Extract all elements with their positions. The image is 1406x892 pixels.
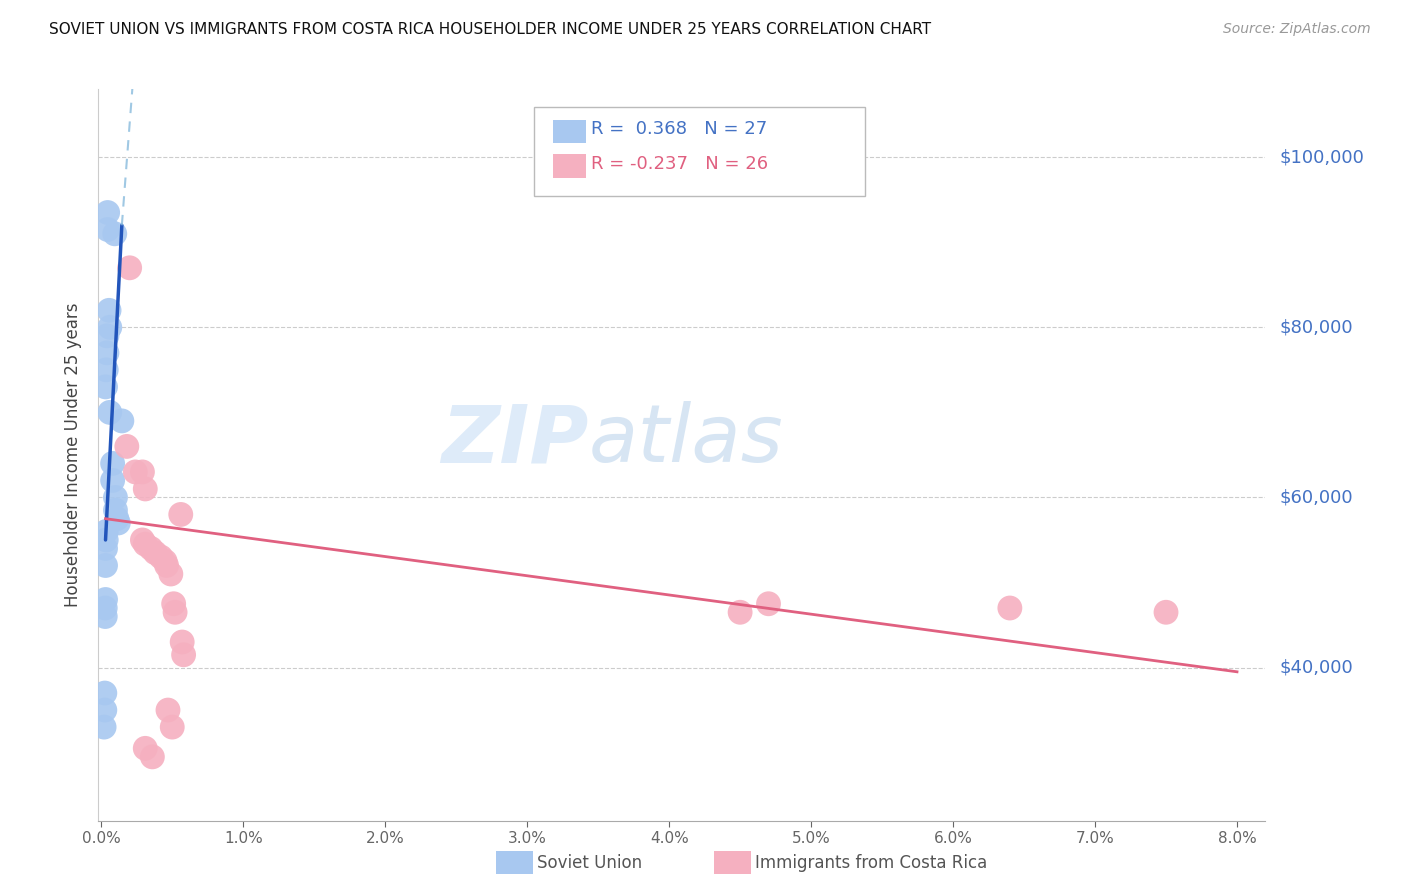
Point — [101, 474, 124, 488]
Point — [162, 720, 184, 734]
Point — [94, 703, 117, 717]
Point — [115, 439, 138, 453]
Point — [134, 537, 156, 551]
Point — [101, 457, 124, 471]
Point — [94, 380, 117, 394]
Y-axis label: Householder Income Under 25 years: Householder Income Under 25 years — [65, 302, 83, 607]
Text: Immigrants from Costa Rica: Immigrants from Costa Rica — [755, 854, 987, 871]
Text: $40,000: $40,000 — [1279, 658, 1353, 676]
Point — [94, 609, 117, 624]
Point — [173, 648, 195, 662]
Point — [96, 329, 118, 343]
Text: $60,000: $60,000 — [1279, 489, 1353, 507]
Point — [111, 414, 134, 428]
Text: ZIP: ZIP — [441, 401, 589, 479]
Point — [131, 465, 153, 479]
Text: Soviet Union: Soviet Union — [537, 854, 643, 871]
Point — [131, 533, 153, 547]
Text: $100,000: $100,000 — [1279, 148, 1364, 166]
Point — [165, 605, 187, 619]
Point — [96, 524, 118, 539]
Point — [96, 346, 118, 360]
Point — [97, 205, 120, 219]
Point — [94, 592, 117, 607]
Point — [159, 566, 181, 581]
Point — [134, 482, 156, 496]
Point — [118, 260, 141, 275]
Text: Source: ZipAtlas.com: Source: ZipAtlas.com — [1223, 22, 1371, 37]
Point — [98, 303, 121, 318]
Point — [139, 541, 162, 556]
Text: R = -0.237   N = 26: R = -0.237 N = 26 — [591, 155, 768, 173]
Point — [93, 720, 115, 734]
Point — [134, 741, 156, 756]
Point — [104, 227, 127, 241]
Point — [170, 508, 193, 522]
Point — [104, 491, 127, 505]
Point — [141, 749, 163, 764]
Point — [105, 512, 128, 526]
Point — [155, 558, 177, 573]
Text: R =  0.368   N = 27: R = 0.368 N = 27 — [591, 120, 766, 138]
Point — [149, 549, 172, 564]
Point — [96, 363, 118, 377]
Point — [98, 405, 121, 419]
Point — [172, 635, 194, 649]
Point — [94, 541, 117, 556]
Point — [163, 597, 186, 611]
Point — [107, 516, 129, 530]
Text: SOVIET UNION VS IMMIGRANTS FROM COSTA RICA HOUSEHOLDER INCOME UNDER 25 YEARS COR: SOVIET UNION VS IMMIGRANTS FROM COSTA RI… — [49, 22, 931, 37]
Point — [98, 320, 121, 334]
Point — [104, 503, 127, 517]
Point — [97, 222, 120, 236]
Point — [728, 605, 751, 619]
Point — [143, 546, 166, 560]
Point — [94, 686, 117, 700]
Point — [758, 597, 780, 611]
Point — [94, 558, 117, 573]
Point — [998, 601, 1021, 615]
Point — [1154, 605, 1177, 619]
Point — [153, 554, 176, 568]
Point — [96, 533, 118, 547]
Text: $80,000: $80,000 — [1279, 318, 1353, 336]
Text: atlas: atlas — [589, 401, 783, 479]
Point — [94, 601, 117, 615]
Point — [124, 465, 146, 479]
Point — [156, 703, 179, 717]
